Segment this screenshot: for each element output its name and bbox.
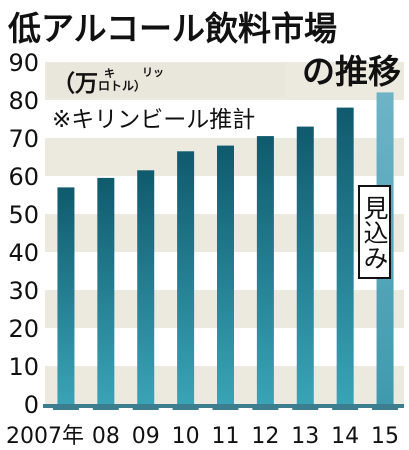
x-tick-label: 09 <box>132 424 160 449</box>
unit-ruby-ri: リッ <box>142 66 164 79</box>
x-tick-label: 08 <box>92 424 120 449</box>
unit-label: （万キ リッ ロトル） <box>52 64 174 98</box>
bar <box>296 126 314 404</box>
unit-label-ruby: キ リッ ロトル） <box>98 64 174 94</box>
x-axis-tick <box>132 404 159 410</box>
x-axis-tick <box>92 404 119 410</box>
x-axis-tick <box>252 404 279 410</box>
x-axis-tick <box>292 404 319 410</box>
x-tick-label: 12 <box>251 424 279 449</box>
x-tick-label: 14 <box>331 424 359 449</box>
chart-title-line-2: の推移 <box>302 52 401 91</box>
bar <box>57 187 75 404</box>
y-tick-label: 10 <box>8 353 39 381</box>
y-tick-label: 60 <box>8 163 39 191</box>
y-tick-label: 40 <box>8 239 39 267</box>
bar <box>336 107 354 404</box>
x-axis-tick <box>212 404 239 410</box>
bar <box>137 170 155 404</box>
x-tick-label: 13 <box>291 424 319 449</box>
unit-label-background <box>47 63 285 97</box>
bar <box>217 145 234 404</box>
x-axis-tick <box>332 404 359 410</box>
unit-ruby-base: ロトル） <box>98 79 147 93</box>
unit-label-open: （万 <box>52 71 98 97</box>
estimate-label: 見込み <box>358 185 391 279</box>
source-note: ※キリンビール推計 <box>52 107 256 133</box>
chart-title-line-1: 低アルコール飲料市場 <box>8 9 338 48</box>
x-tick-label: 2007年 <box>6 424 84 449</box>
x-axis-tick <box>172 404 199 410</box>
x-axis-tick <box>52 404 79 410</box>
x-tick-label: 15 <box>371 424 399 449</box>
bar <box>256 136 274 404</box>
bar <box>97 177 115 404</box>
y-tick-label: 0 <box>24 391 39 419</box>
unit-ruby-ki: キ <box>104 67 115 80</box>
x-tick-label: 10 <box>172 424 200 449</box>
y-tick-label: 20 <box>8 315 39 343</box>
y-tick-label: 90 <box>8 49 39 77</box>
bar <box>177 151 195 404</box>
y-tick-label: 80 <box>8 87 39 115</box>
x-tick-label: 11 <box>212 424 240 449</box>
x-axis-tick <box>372 404 399 410</box>
y-tick-label: 70 <box>8 125 39 153</box>
y-tick-label: 30 <box>8 277 39 305</box>
y-tick-label: 50 <box>8 201 39 229</box>
